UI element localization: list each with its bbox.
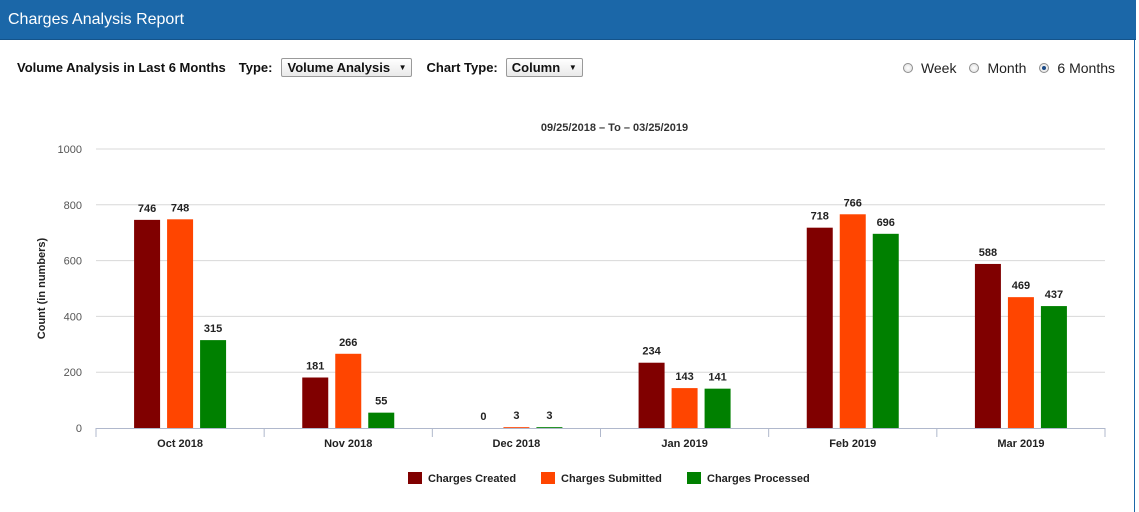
legend-swatch — [408, 472, 422, 484]
x-tick-label: Mar 2019 — [997, 438, 1044, 450]
type-label: Type: — [238, 59, 273, 75]
period-option-label: Month — [987, 60, 1027, 76]
data-label: 748 — [171, 202, 189, 214]
period-option-week[interactable]: Week — [902, 60, 957, 76]
chart-controls: Volume Analysis in Last 6 Months Type: V… — [17, 56, 583, 78]
data-label: 55 — [375, 396, 387, 408]
bar — [134, 219, 161, 428]
y-axis-title: Count (in numbers) — [36, 237, 48, 339]
bar — [839, 214, 866, 428]
period-option-label: 6 Months — [1057, 60, 1115, 76]
bar — [974, 263, 1001, 428]
y-tick-label: 1000 — [58, 144, 82, 156]
y-tick-label: 0 — [76, 423, 82, 435]
bar — [872, 233, 899, 428]
bar — [368, 412, 395, 428]
chart-type-label: Chart Type: — [426, 59, 498, 75]
bar — [806, 227, 833, 428]
y-tick-label: 600 — [64, 256, 82, 268]
period-option-month[interactable]: Month — [969, 60, 1026, 76]
y-tick-label: 400 — [64, 311, 82, 323]
legend-swatch — [541, 472, 555, 484]
bar — [1040, 306, 1067, 428]
data-label: 437 — [1045, 289, 1063, 301]
x-tick-label: Feb 2019 — [829, 438, 876, 450]
data-label: 469 — [1012, 280, 1030, 292]
data-label: 746 — [138, 203, 156, 215]
period-option-label: Week — [920, 60, 957, 76]
data-label: 766 — [844, 197, 862, 209]
bar — [638, 362, 665, 428]
data-label: 696 — [877, 217, 895, 229]
bar — [503, 427, 530, 428]
type-select-value: Volume Analysis — [287, 59, 391, 75]
chevron-down-icon: ▼ — [398, 62, 407, 72]
data-label: 234 — [642, 346, 661, 358]
chart-title: 09/25/2018 – To – 03/25/2019 — [541, 122, 688, 134]
data-label: 588 — [979, 247, 997, 259]
bar — [536, 427, 563, 428]
data-label: 0 — [480, 411, 486, 423]
report-header: Charges Analysis Report — [0, 0, 1136, 40]
bar — [200, 340, 227, 428]
bar — [704, 388, 731, 428]
data-label: 143 — [675, 371, 693, 383]
data-label: 266 — [339, 337, 357, 349]
report-panel — [0, 40, 1135, 512]
x-tick-label: Nov 2018 — [324, 438, 372, 450]
legend-label: Charges Processed — [707, 473, 810, 485]
radio-icon — [969, 63, 980, 73]
data-label: 3 — [546, 410, 552, 422]
x-tick-label: Jan 2019 — [661, 438, 707, 450]
legend-label: Charges Created — [428, 473, 516, 485]
period-radio-group: Week Month 6 Months — [890, 60, 1115, 76]
bar — [302, 377, 329, 428]
y-tick-label: 800 — [64, 200, 82, 212]
bar — [671, 388, 698, 428]
bar — [167, 219, 194, 428]
y-tick-label: 200 — [64, 367, 82, 379]
bar — [335, 353, 362, 428]
bar — [1007, 297, 1034, 428]
type-select[interactable]: Volume Analysis ▼ — [281, 57, 413, 77]
legend-swatch — [687, 472, 701, 484]
legend-label: Charges Submitted — [561, 473, 662, 485]
data-label: 141 — [708, 372, 726, 384]
x-tick-label: Oct 2018 — [157, 438, 203, 450]
data-label: 315 — [204, 323, 222, 335]
chevron-down-icon: ▼ — [568, 62, 577, 72]
x-tick-label: Dec 2018 — [493, 438, 541, 450]
chart-type-select-value: Column — [511, 59, 561, 75]
radio-selected-icon — [1039, 63, 1050, 73]
chart-type-select[interactable]: Column ▼ — [505, 57, 583, 77]
period-option-6-months[interactable]: 6 Months — [1039, 60, 1115, 76]
analysis-heading: Volume Analysis in Last 6 Months — [17, 59, 226, 75]
report-title: Charges Analysis Report — [8, 11, 185, 28]
data-label: 181 — [306, 361, 324, 373]
data-label: 3 — [513, 410, 519, 422]
radio-icon — [902, 63, 913, 73]
data-label: 718 — [811, 211, 829, 223]
